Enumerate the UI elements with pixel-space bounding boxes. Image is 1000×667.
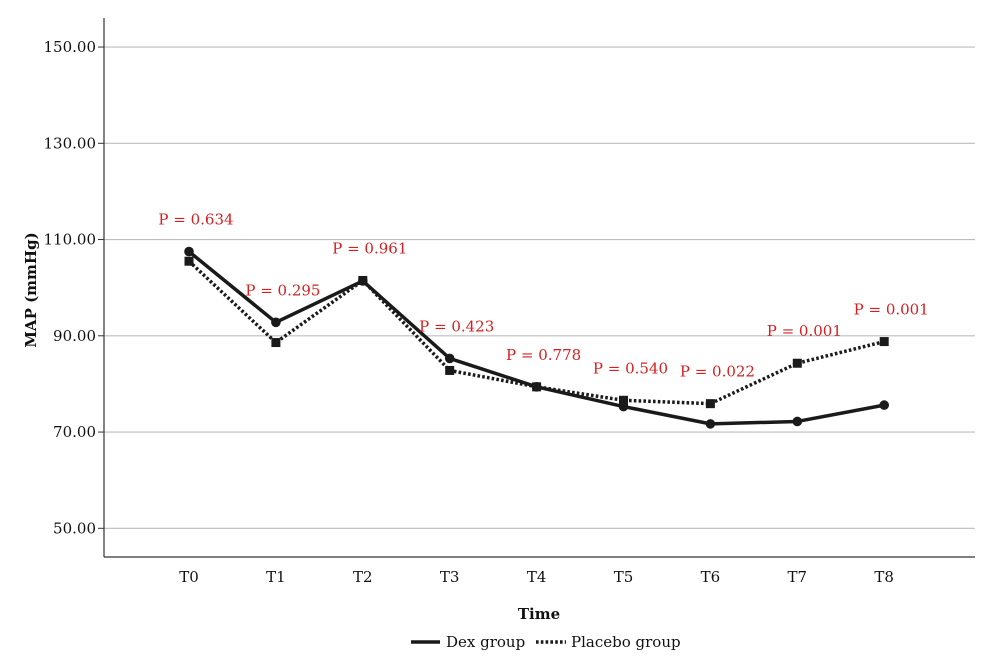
x-tick-label: T7 — [788, 568, 808, 586]
data-point — [184, 256, 194, 266]
p-value-annotations: P = 0.634 P = 0.295 P = 0.961 P = 0.423 P = … — [158, 211, 928, 381]
legend-label-dex: Dex group — [446, 633, 525, 651]
p-value-label: P = 0.634 — [158, 211, 233, 229]
y-tick-labels: 150.00 130.00 110.00 90.00 70.00 50.00 — [44, 38, 104, 537]
gridlines — [104, 46, 975, 529]
data-point — [705, 419, 716, 429]
p-value-label: P = 0.001 — [767, 322, 842, 340]
series — [184, 246, 889, 429]
legend-label-placebo: Placebo group — [571, 633, 681, 651]
data-point — [619, 395, 628, 405]
y-tick-label: 110.00 — [44, 231, 97, 249]
y-axis-title: MAP (mmHg) — [22, 232, 40, 347]
p-value-label: P = 0.540 — [593, 359, 668, 377]
axes — [103, 18, 975, 558]
data-point — [271, 338, 281, 348]
x-tick-label: T5 — [614, 568, 634, 586]
data-point — [445, 365, 455, 375]
p-value-label: P = 0.022 — [680, 363, 755, 381]
x-tick-label: T6 — [701, 568, 721, 586]
data-point — [444, 353, 455, 364]
data-point — [184, 246, 194, 257]
y-tick-label: 70.00 — [53, 423, 96, 441]
data-point — [792, 416, 803, 427]
x-tick-label: T1 — [266, 568, 286, 586]
y-tick-label: 130.00 — [44, 134, 97, 152]
legend: Dex group Placebo group — [411, 633, 681, 651]
x-axis-title: Time — [518, 605, 560, 623]
y-tick-label: 50.00 — [53, 519, 96, 537]
y-tick-label: 90.00 — [53, 327, 96, 345]
data-point — [792, 358, 802, 368]
x-tick-label: T3 — [440, 568, 460, 586]
y-tick-label: 150.00 — [44, 38, 97, 56]
x-tick-labels: T0 T1 T2 T3 T4 T5 T6 T7 T8 — [179, 568, 894, 586]
data-point — [531, 382, 542, 392]
p-value-label: P = 0.295 — [245, 281, 320, 299]
data-point — [271, 317, 281, 328]
data-point — [358, 276, 368, 286]
x-tick-label: T8 — [874, 568, 894, 586]
x-tick-label: T0 — [179, 568, 199, 586]
data-point — [705, 399, 715, 409]
data-point — [879, 337, 889, 347]
p-value-label: P = 0.778 — [506, 346, 581, 364]
x-tick-label: T2 — [353, 568, 373, 586]
data-point — [618, 401, 629, 412]
p-value-label: P = 0.423 — [419, 317, 494, 335]
p-value-label: P = 0.961 — [332, 239, 407, 257]
series-dex — [184, 246, 889, 429]
data-point — [879, 400, 889, 410]
x-tick-label: T4 — [527, 568, 547, 586]
p-value-label: P = 0.001 — [854, 301, 929, 319]
